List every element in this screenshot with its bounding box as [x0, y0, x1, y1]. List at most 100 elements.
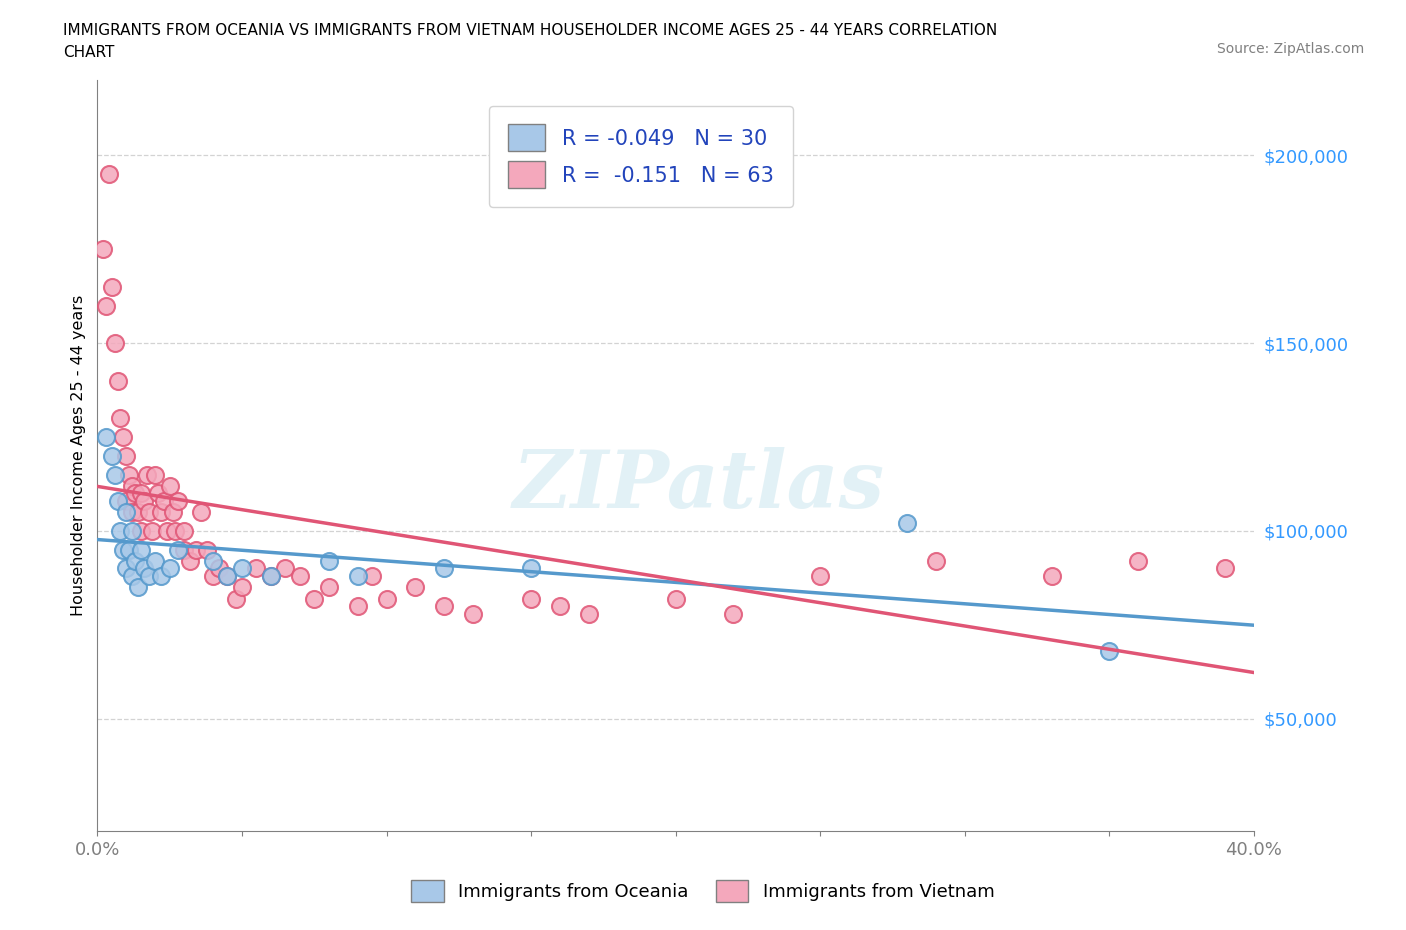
Point	[318, 553, 340, 568]
Point	[208, 561, 231, 576]
Point	[1098, 644, 1121, 658]
Text: CHART: CHART	[63, 45, 115, 60]
Point	[217, 568, 239, 583]
Text: IMMIGRANTS FROM OCEANIA VS IMMIGRANTS FROM VIETNAM HOUSEHOLDER INCOME AGES 25 - : IMMIGRANTS FROM OCEANIA VS IMMIGRANTS FR…	[63, 23, 997, 38]
Point	[159, 561, 181, 576]
Point	[217, 568, 239, 583]
Point	[173, 524, 195, 538]
Point	[184, 542, 207, 557]
Point	[121, 568, 143, 583]
Point	[548, 599, 571, 614]
Point	[149, 568, 172, 583]
Point	[723, 606, 745, 621]
Point	[121, 524, 143, 538]
Point	[94, 430, 117, 445]
Point	[231, 561, 253, 576]
Point	[118, 542, 141, 557]
Point	[107, 494, 129, 509]
Point	[153, 494, 176, 509]
Point	[138, 505, 160, 520]
Point	[202, 568, 225, 583]
Point	[1040, 568, 1063, 583]
Point	[808, 568, 831, 583]
Point	[433, 599, 456, 614]
Point	[260, 568, 283, 583]
Point	[127, 505, 149, 520]
Point	[115, 494, 138, 509]
Point	[167, 494, 190, 509]
Point	[112, 430, 135, 445]
Point	[375, 591, 398, 606]
Point	[245, 561, 267, 576]
Point	[404, 579, 426, 594]
Point	[925, 553, 948, 568]
Point	[159, 478, 181, 493]
Point	[260, 568, 283, 583]
Point	[118, 467, 141, 482]
Point	[288, 568, 311, 583]
Point	[104, 467, 127, 482]
Point	[165, 524, 187, 538]
Point	[520, 591, 543, 606]
Point	[231, 579, 253, 594]
Legend: Immigrants from Oceania, Immigrants from Vietnam: Immigrants from Oceania, Immigrants from…	[396, 866, 1010, 916]
Point	[104, 336, 127, 351]
Point	[94, 299, 117, 313]
Point	[129, 524, 152, 538]
Point	[167, 542, 190, 557]
Point	[433, 561, 456, 576]
Point	[132, 561, 155, 576]
Point	[162, 505, 184, 520]
Point	[115, 561, 138, 576]
Point	[124, 485, 146, 500]
Point	[202, 553, 225, 568]
Point	[318, 579, 340, 594]
Point	[274, 561, 297, 576]
Legend: R = -0.049   N = 30, R =  -0.151   N = 63: R = -0.049 N = 30, R = -0.151 N = 63	[489, 105, 793, 207]
Point	[146, 485, 169, 500]
Point	[1213, 561, 1236, 576]
Point	[173, 542, 195, 557]
Point	[115, 448, 138, 463]
Point	[110, 524, 132, 538]
Point	[135, 467, 157, 482]
Text: Source: ZipAtlas.com: Source: ZipAtlas.com	[1216, 42, 1364, 56]
Point	[225, 591, 247, 606]
Point	[138, 568, 160, 583]
Point	[179, 553, 201, 568]
Text: ZIPatlas: ZIPatlas	[513, 447, 884, 525]
Point	[578, 606, 600, 621]
Point	[896, 516, 918, 531]
Point	[121, 505, 143, 520]
Point	[149, 505, 172, 520]
Point	[143, 467, 166, 482]
Point	[129, 542, 152, 557]
Point	[141, 524, 163, 538]
Point	[346, 599, 368, 614]
Point	[91, 242, 114, 257]
Point	[346, 568, 368, 583]
Point	[127, 579, 149, 594]
Point	[129, 485, 152, 500]
Point	[101, 279, 124, 294]
Point	[156, 524, 179, 538]
Point	[124, 553, 146, 568]
Point	[463, 606, 485, 621]
Point	[115, 505, 138, 520]
Point	[132, 494, 155, 509]
Point	[361, 568, 384, 583]
Point	[110, 411, 132, 426]
Point	[121, 478, 143, 493]
Point	[190, 505, 212, 520]
Point	[112, 542, 135, 557]
Point	[195, 542, 218, 557]
Point	[665, 591, 688, 606]
Point	[97, 166, 120, 181]
Point	[107, 373, 129, 388]
Point	[101, 448, 124, 463]
Y-axis label: Householder Income Ages 25 - 44 years: Householder Income Ages 25 - 44 years	[72, 295, 86, 617]
Point	[1128, 553, 1150, 568]
Point	[302, 591, 325, 606]
Point	[143, 553, 166, 568]
Point	[520, 561, 543, 576]
